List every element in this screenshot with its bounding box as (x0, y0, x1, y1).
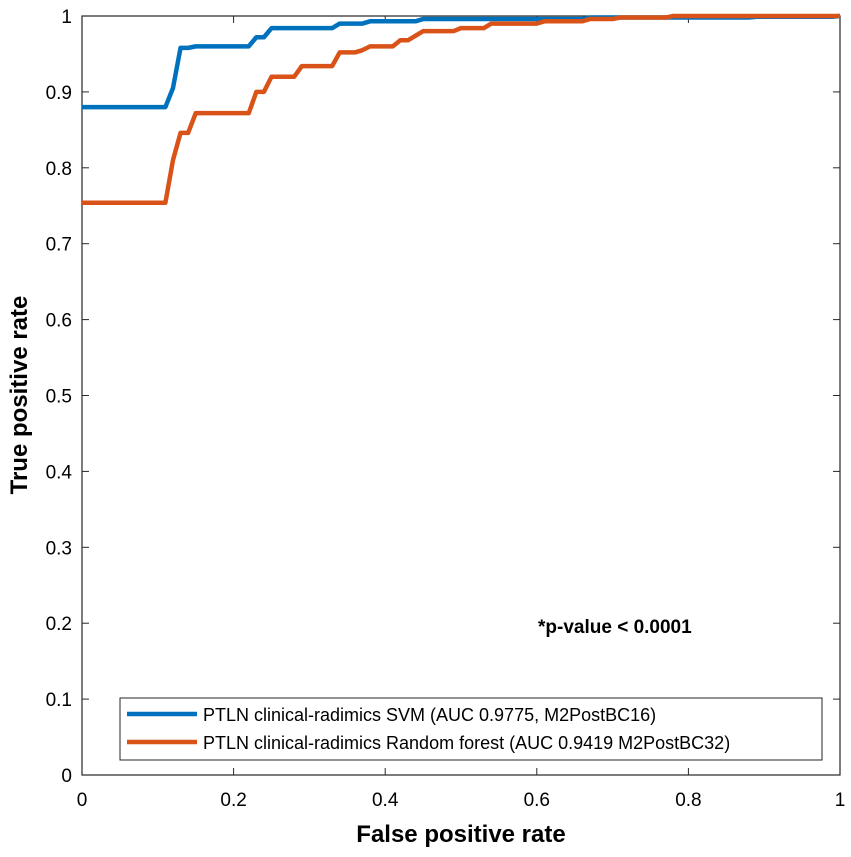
y-tick-label: 1 (61, 7, 72, 28)
y-tick-label: 0.4 (46, 462, 73, 483)
legend-label-2: PTLN clinical-radimics Random forest (AU… (203, 733, 730, 753)
y-tick-label: 0.6 (46, 311, 72, 332)
legend[interactable]: PTLN clinical-radimics SVM (AUC 0.9775, … (119, 697, 823, 761)
legend-label-1: PTLN clinical-radimics SVM (AUC 0.9775, … (203, 705, 656, 725)
y-tick-label: 0 (61, 766, 72, 787)
series-line-2 (82, 13, 840, 205)
p-value-annotation: *p-value < 0.0001 (538, 617, 692, 638)
series-layer (82, 13, 841, 205)
x-tick-label: 0.2 (220, 790, 246, 811)
x-tick-label: 0 (77, 790, 88, 811)
y-tick-label: 0.5 (46, 387, 72, 408)
axis-ticks: 0 0.2 0.4 0.6 0.8 1 0 0.1 0.2 0.3 0.4 0.5 0.6 0.7 0.8 0… (46, 7, 846, 811)
y-tick-label: 0.7 (46, 235, 72, 256)
y-axis-label: True positive rate (6, 296, 33, 495)
y-tick-label: 0.3 (46, 538, 72, 559)
x-tick-label: 1 (835, 790, 846, 811)
plot-area (81, 15, 841, 776)
x-tick-label: 0.6 (524, 790, 550, 811)
x-axis-label: False positive rate (356, 821, 565, 848)
y-tick-label: 0.8 (46, 159, 72, 180)
y-tick-label: 0.9 (46, 83, 72, 104)
y-tick-label: 0.2 (46, 614, 72, 635)
x-tick-label: 0.8 (675, 790, 701, 811)
x-tick-label: 0.4 (372, 790, 399, 811)
y-tick-label: 0.1 (46, 690, 72, 711)
legend-box (119, 697, 823, 761)
